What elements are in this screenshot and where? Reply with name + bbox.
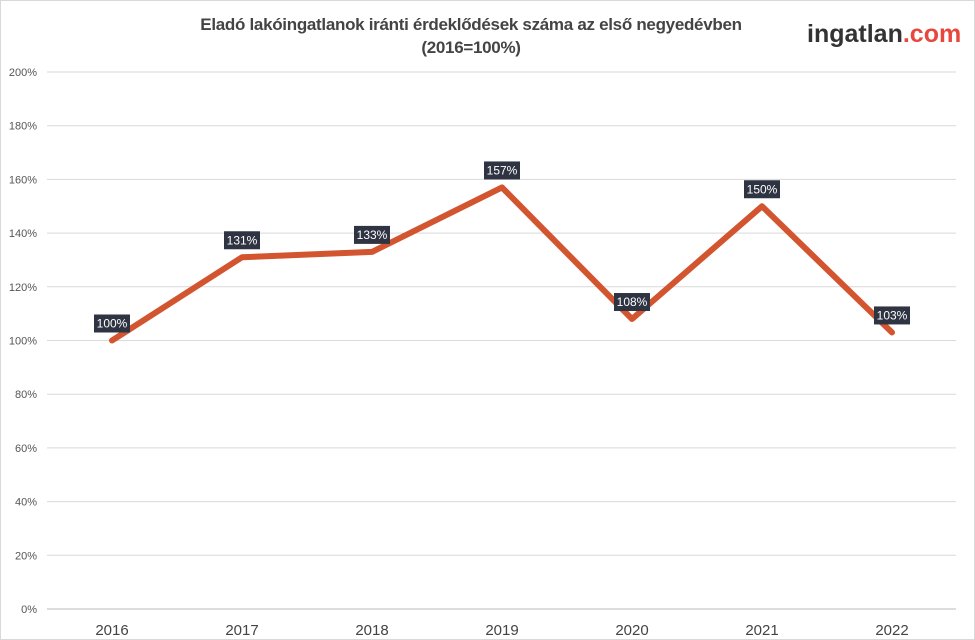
x-tick-label: 2020 — [615, 622, 648, 639]
y-tick-label: 20% — [15, 550, 37, 562]
y-tick-label: 120% — [9, 282, 37, 294]
y-tick-label: 100% — [9, 336, 37, 348]
logo-suffix: .com — [902, 20, 962, 48]
data-label-bg — [614, 293, 650, 312]
subtitle: (2016=100%) — [421, 38, 521, 57]
x-tick-label: 2017 — [225, 622, 258, 639]
y-tick-label: 200% — [9, 67, 37, 79]
data-label: 131% — [227, 233, 258, 247]
data-label: 133% — [357, 228, 388, 242]
chart-title: Eladó lakóingatlanok iránti érdeklődések… — [151, 13, 791, 59]
title-line: Eladó lakóingatlanok iránti érdeklődések… — [200, 15, 742, 34]
data-label-bg — [484, 161, 520, 180]
series-line — [109, 184, 895, 344]
y-tick-label: 40% — [15, 497, 37, 509]
x-tick-label: 2018 — [355, 622, 388, 639]
data-label-bg — [94, 314, 130, 333]
y-tick-label: 60% — [15, 443, 37, 455]
data-label-bg — [224, 231, 260, 250]
data-label: 157% — [487, 163, 518, 177]
data-label-bg — [354, 225, 390, 244]
y-tick-label: 160% — [9, 174, 37, 186]
y-tick-label: 140% — [9, 228, 37, 240]
logo: ingatlan.com — [807, 20, 961, 49]
data-label: 100% — [97, 317, 128, 331]
data-label: 103% — [877, 308, 908, 322]
data-label-bg — [744, 180, 780, 199]
data-label-bg — [874, 306, 910, 325]
y-tick-label: 0% — [21, 604, 37, 616]
x-tick-label: 2021 — [745, 622, 778, 639]
x-tick-label: 2019 — [485, 622, 518, 639]
y-tick-label: 180% — [9, 121, 37, 133]
logo-main: ingatlan — [807, 20, 903, 48]
data-label: 150% — [747, 182, 778, 196]
data-label: 108% — [617, 295, 648, 309]
x-tick-label: 2022 — [875, 622, 908, 639]
x-tick-label: 2016 — [95, 622, 128, 639]
y-tick-label: 80% — [15, 389, 37, 401]
